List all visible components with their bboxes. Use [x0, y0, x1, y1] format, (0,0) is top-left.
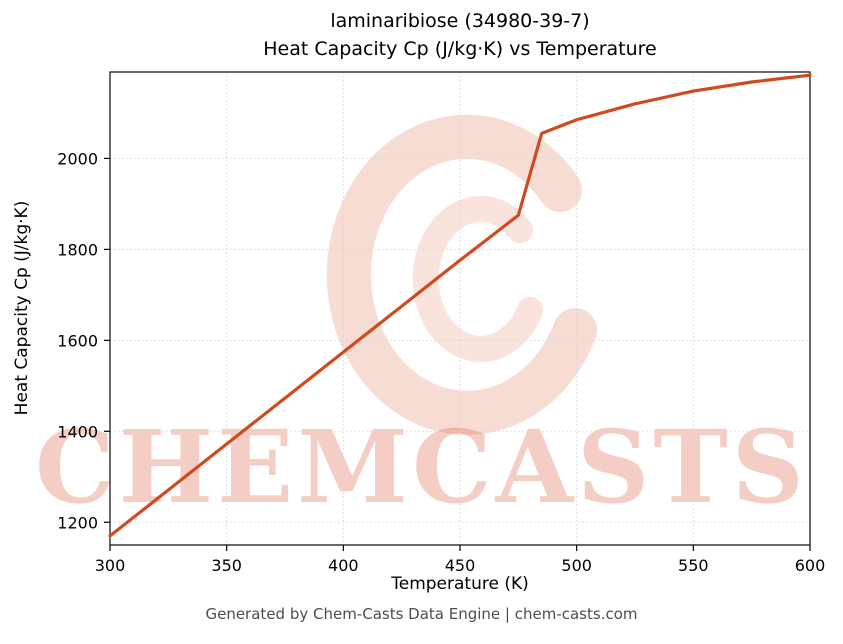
x-tick-label: 350 [211, 556, 242, 575]
x-tick-label: 450 [445, 556, 476, 575]
y-tick-label: 1400 [57, 422, 98, 441]
chart-title-line1: laminaribiose (34980-39-7) [330, 10, 590, 32]
chart-title-line2: Heat Capacity Cp (J/kg·K) vs Temperature [263, 38, 657, 60]
y-axis-label: Heat Capacity Cp (J/kg·K) [12, 200, 32, 416]
x-axis-label: Temperature (K) [391, 574, 529, 594]
x-tick-label: 400 [328, 556, 359, 575]
x-tick-label: 500 [561, 556, 592, 575]
x-tick-label: 600 [795, 556, 826, 575]
y-tick-label: 1200 [57, 513, 98, 532]
x-tick-label: 300 [95, 556, 126, 575]
plot-frame [109, 71, 811, 546]
y-tick-label: 2000 [57, 149, 98, 168]
x-tick-label: 550 [678, 556, 709, 575]
footer-attribution: Generated by Chem-Casts Data Engine | ch… [205, 605, 638, 623]
y-tick-label: 1600 [57, 331, 98, 350]
cp-data-line [108, 73, 812, 538]
y-tick-label: 1800 [57, 240, 98, 259]
